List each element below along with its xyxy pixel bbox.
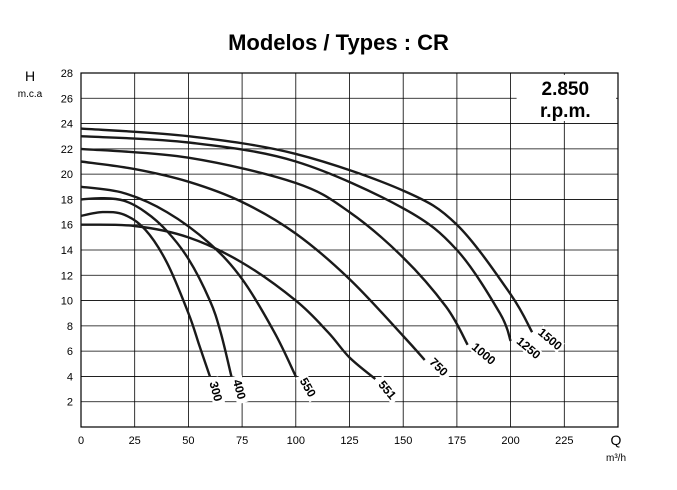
y-tick-label: 14 [61, 245, 73, 257]
x-tick-label: 0 [78, 435, 84, 447]
curve-1250 [80, 135, 512, 342]
y-tick-label: 6 [67, 346, 73, 358]
tick-labels: 0 25 50 75 100 125 150 175 200 225246810121416182… [61, 68, 574, 447]
y-tick-label: 18 [61, 194, 73, 206]
x-tick-label: 100 [287, 435, 305, 447]
curve-300 [80, 210, 212, 377]
y-axis-label: H [25, 68, 35, 84]
y-tick-label: 24 [61, 119, 73, 131]
y-tick-label: 2 [67, 397, 73, 409]
curve-750 [80, 160, 426, 361]
curve-1000 [80, 147, 469, 346]
curve-label-background [295, 372, 320, 403]
x-tick-label: 50 [182, 435, 194, 447]
y-axis-unit: m.c.a [18, 89, 43, 100]
curve-label-background [469, 340, 499, 368]
curve-label-background [229, 374, 249, 405]
speed-unit: r.p.m. [540, 101, 591, 122]
curve-label: 300 [207, 380, 226, 403]
curve-label-background [514, 334, 544, 362]
curve-551 [80, 223, 377, 380]
curve-label: 400 [230, 378, 249, 401]
x-tick-label: 25 [129, 435, 141, 447]
speed-value: 2.850 [542, 79, 590, 100]
x-axis-label: Q [611, 432, 622, 448]
plot-frame [80, 72, 619, 428]
x-tick-label: 225 [555, 435, 573, 447]
curve-label-background [373, 375, 401, 405]
x-axis-unit: m³/h [606, 453, 626, 464]
x-tick-label: 200 [501, 435, 519, 447]
grid [81, 73, 618, 427]
y-tick-label: 26 [61, 93, 73, 105]
curve-label-background [535, 325, 565, 353]
x-tick-label: 175 [448, 435, 466, 447]
x-tick-label: 75 [236, 435, 248, 447]
y-tick-label: 20 [61, 169, 73, 181]
y-tick-label: 12 [61, 270, 73, 282]
y-tick-label: 16 [61, 220, 73, 232]
y-tick-label: 4 [67, 371, 73, 383]
y-tick-label: 8 [67, 321, 73, 333]
speed-label-box: 2.850 r.p.m. [516, 75, 616, 122]
curve-1500 [80, 127, 534, 333]
curve-550 [80, 185, 297, 377]
curve-label-background [206, 376, 226, 407]
curve-label: 1000 [469, 340, 499, 368]
chart-title: Modelos / Types : CR [228, 30, 449, 55]
x-tick-label: 150 [394, 435, 412, 447]
y-tick-label: 22 [61, 144, 73, 156]
x-tick-label: 125 [340, 435, 358, 447]
curve-label-background [424, 352, 453, 382]
y-tick-label: 28 [61, 68, 73, 80]
y-tick-label: 10 [61, 296, 73, 308]
